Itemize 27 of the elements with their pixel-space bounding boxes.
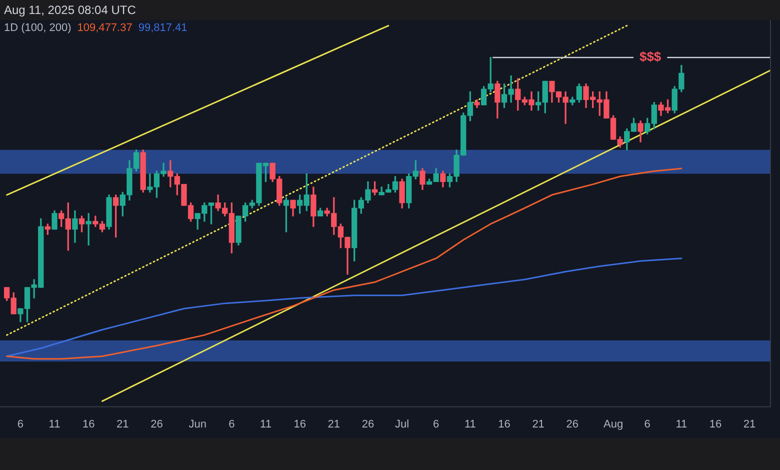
text: 109,477.37	[77, 22, 132, 34]
x-tick-label: 16	[294, 418, 306, 430]
x-tick-label: 21	[743, 418, 756, 430]
x-tick-label: 6	[433, 418, 440, 430]
x-tick-label: 26	[150, 418, 163, 430]
text: 1D (100, 200)	[4, 22, 72, 34]
text: Aug 11, 2025 08:04 UTC	[4, 3, 136, 17]
x-tick-label: Aug	[603, 418, 624, 430]
x-tick-label: 21	[532, 418, 544, 430]
x-tick-label: 26	[362, 418, 374, 430]
x-tick-label: 21	[328, 418, 340, 430]
x-tick-label: 6	[17, 418, 24, 430]
x-tick-label: 16	[82, 418, 95, 430]
x-tick-label: 21	[116, 418, 129, 430]
x-tick-label: 11	[464, 418, 476, 430]
x-tick-label: 6	[228, 418, 235, 430]
x-tick-label: Jun	[188, 418, 206, 430]
ref-line-label: $$$	[639, 49, 662, 64]
x-tick-label: 11	[48, 418, 60, 430]
x-tick-label: 16	[498, 418, 510, 430]
x-tick-label: Jul	[395, 418, 410, 430]
text: 99,817.41	[138, 22, 188, 34]
x-tick-label: 16	[709, 418, 722, 430]
x-tick-label: 11	[676, 418, 688, 430]
x-tick-label: 11	[260, 418, 272, 430]
x-tick-label: 6	[644, 418, 650, 430]
x-tick-label: 26	[566, 418, 579, 430]
